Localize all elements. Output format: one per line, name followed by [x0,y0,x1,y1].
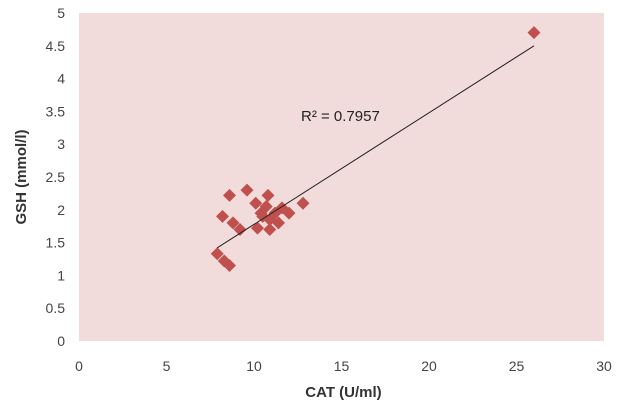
data-point-diamond [216,209,229,223]
x-tick-label: 10 [246,358,262,374]
data-point-diamond [240,183,254,197]
data-point-diamond [210,247,224,261]
plot-area [79,13,604,341]
data-point-diamond [249,196,263,210]
data-point-diamond [233,222,247,236]
x-tick-label: 0 [75,358,83,374]
trendline [216,45,535,249]
y-tick-label: 1.5 [46,235,66,251]
y-tick-label: 3 [57,136,65,152]
data-point-diamond [223,259,236,273]
y-axis-ticks: 0 0.5 1 1.5 2 2.5 3 3.5 4 4.5 5 [46,5,66,349]
r-squared-annotation: R² = 0.7957 [301,108,380,125]
x-tick-label: 30 [596,358,612,374]
x-tick-label: 15 [334,358,350,374]
x-tick-label: 25 [509,358,525,374]
data-point-diamond [261,188,275,202]
y-tick-label: 2 [57,202,65,218]
data-point-diamond [223,188,236,202]
y-tick-label: 5 [57,5,65,21]
x-tick-label: 20 [421,358,437,374]
y-tick-label: 1 [57,267,65,283]
x-axis-title: CAT (U/ml) [305,384,381,401]
y-axis-title: GSH (mmol/l) [13,129,30,224]
data-point-diamond [296,196,310,210]
data-point-diamond [272,216,285,230]
y-tick-label: 3.5 [46,103,66,119]
data-point-diamond [263,222,277,236]
data-point-diamond [282,206,296,220]
x-tick-label: 5 [163,358,171,374]
data-point-diamond [256,209,270,223]
data-point-diamond [251,221,264,235]
y-tick-label: 0.5 [46,300,66,316]
data-point-diamond [226,216,240,230]
y-tick-label: 4.5 [46,38,66,54]
y-tick-label: 0 [57,333,65,349]
y-tick-label: 2.5 [46,169,66,185]
y-tick-label: 4 [57,71,65,87]
x-axis-ticks: 0 5 10 15 20 25 30 [75,358,612,374]
data-point-diamond [259,200,273,214]
data-point-diamond [527,26,541,40]
